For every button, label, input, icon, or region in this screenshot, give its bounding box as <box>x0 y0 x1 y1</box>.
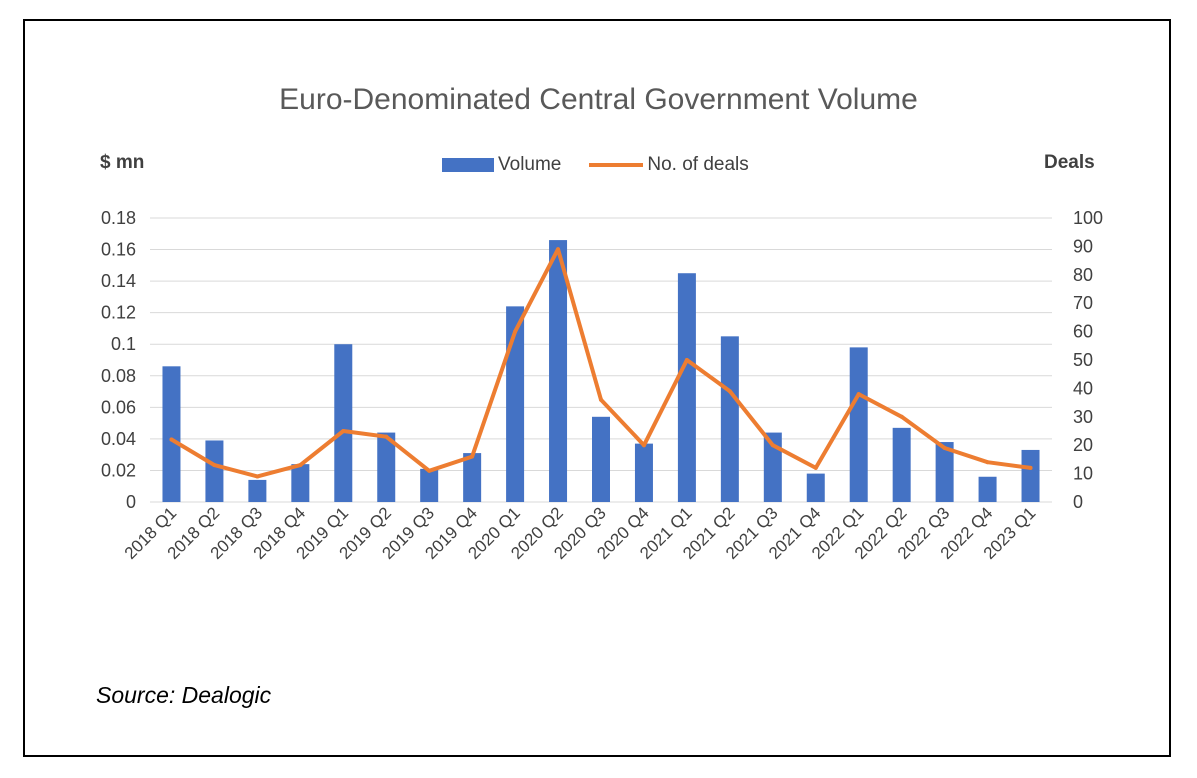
bar-volume <box>677 273 696 502</box>
left-tick-label: 0.18 <box>101 208 136 228</box>
bar-volume <box>806 473 825 502</box>
bar-volume <box>849 347 868 502</box>
point-deals <box>298 463 303 468</box>
point-deals <box>641 443 646 448</box>
right-axis-unit: Deals <box>1044 152 1095 173</box>
legend: Volume No. of deals <box>442 153 777 177</box>
point-deals <box>470 454 475 459</box>
right-tick-label: 40 <box>1073 378 1093 398</box>
bar-volume <box>205 440 224 502</box>
point-deals <box>727 389 732 394</box>
legend-label-volume: Volume <box>498 154 562 175</box>
left-tick-label: 0.02 <box>101 460 136 480</box>
right-tick-label: 90 <box>1073 236 1093 256</box>
bar-volume <box>720 336 739 502</box>
left-axis-unit: $ mn <box>100 152 145 173</box>
left-tick-label: 0.12 <box>101 303 136 323</box>
point-deals <box>856 392 861 397</box>
bar-volume <box>892 427 911 502</box>
right-tick-label: 100 <box>1073 208 1103 228</box>
right-tick-label: 30 <box>1073 407 1093 427</box>
right-tick-label: 70 <box>1073 293 1093 313</box>
point-deals <box>556 247 561 252</box>
bar-volume <box>248 479 267 502</box>
point-deals <box>384 434 389 439</box>
bar-volume <box>162 366 181 502</box>
bar-volume <box>377 432 396 502</box>
bar-volume <box>1021 449 1040 502</box>
bar-volume <box>763 432 782 502</box>
point-deals <box>599 397 603 402</box>
left-tick-label: 0.14 <box>101 271 136 291</box>
left-tick-label: 0.08 <box>101 366 136 386</box>
bar-volume <box>592 416 610 502</box>
bar-volume <box>463 453 482 502</box>
point-deals <box>169 437 174 442</box>
bar-volume <box>420 468 439 502</box>
bar-volume <box>506 306 525 502</box>
source-note: Source: Dealogic <box>96 682 272 708</box>
point-deals <box>1028 465 1033 470</box>
point-deals <box>985 460 990 465</box>
right-tick-label: 50 <box>1073 350 1093 370</box>
legend-swatch-deals <box>589 163 644 167</box>
point-deals <box>341 429 346 433</box>
left-tick-label: 0 <box>126 492 136 512</box>
point-deals <box>255 474 260 479</box>
bar-volume <box>634 443 653 502</box>
right-tick-label: 0 <box>1073 492 1083 512</box>
point-deals <box>899 414 904 419</box>
point-deals <box>813 465 818 470</box>
point-deals <box>942 446 947 451</box>
bar-volume <box>549 240 568 503</box>
point-deals <box>212 463 217 468</box>
left-tick-label: 0.1 <box>111 334 136 354</box>
right-tick-label: 80 <box>1073 265 1093 285</box>
point-deals <box>513 329 518 334</box>
right-tick-label: 10 <box>1073 464 1093 484</box>
right-tick-label: 20 <box>1073 435 1093 455</box>
left-tick-label: 0.16 <box>101 240 136 260</box>
right-tick-label: 60 <box>1073 322 1093 342</box>
chart-title: Euro-Denominated Central Government Volu… <box>279 83 918 116</box>
legend-label-deals: No. of deals <box>647 154 749 175</box>
legend-swatch-volume <box>442 158 494 172</box>
left-tick-label: 0.04 <box>101 429 136 449</box>
point-deals <box>770 443 775 448</box>
left-tick-label: 0.06 <box>101 397 136 417</box>
point-deals <box>684 358 689 362</box>
bar-volume <box>291 464 310 502</box>
legend-item-volume: Volume <box>442 154 561 176</box>
legend-item-deals: No. of deals <box>589 154 749 176</box>
bar-volume <box>935 442 954 502</box>
bar-volume <box>978 476 997 502</box>
point-deals <box>427 468 432 473</box>
bar-volume <box>334 344 353 502</box>
